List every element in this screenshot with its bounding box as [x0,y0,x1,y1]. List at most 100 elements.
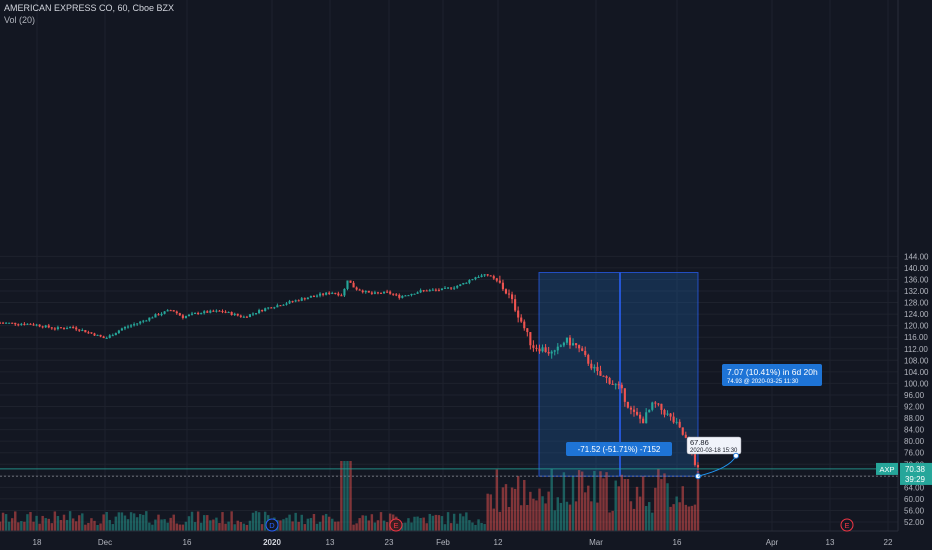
volume-bar [565,501,569,531]
candle-body [233,313,236,316]
candle-body [584,350,587,355]
low-point-value: 67.86 [690,438,709,447]
candle-body [44,325,47,328]
volume-bar [529,491,532,531]
volume-bar [59,519,63,531]
volume-bar [651,512,654,531]
y-tick-label: 80.00 [904,437,925,446]
candle-body [29,323,32,325]
volume-bar [605,472,608,531]
candle-body [602,375,605,377]
volume-bar [510,487,514,531]
volume-bar [465,512,468,531]
volume-bar [300,514,303,531]
low-point-date: 2020-03-18 15:30 [690,448,738,454]
x-tick-label: 16 [673,538,682,547]
volume-bar [120,512,124,531]
candle-body [437,289,440,291]
volume-bar [343,461,346,531]
volume-bar [376,520,380,531]
candle-body [254,313,258,315]
candle-body [190,313,194,315]
candle-body [440,288,444,291]
candle-body [62,327,66,329]
candle-body [105,337,108,339]
volume-bar [233,524,236,531]
candle-body [367,290,370,293]
y-tick-label: 144.00 [904,252,929,261]
candle-body [599,370,602,376]
candle-body [559,345,562,347]
event-marker-label: D [269,521,275,530]
volume-bar [401,522,404,531]
volume-bar [571,475,575,531]
range-measure[interactable]: -71.52 (-51.71%) -7152 [538,272,699,477]
volume-bar [306,518,310,531]
candle-body [175,311,178,314]
candle-body [608,378,611,384]
candle-body [331,292,334,294]
chart-title[interactable]: AMERICAN EXPRESS CO, 60, Cboe BZX [4,3,175,13]
candle-body [328,292,331,294]
candle-body [382,291,386,294]
volume-bar [489,494,492,531]
candle-body [181,315,184,318]
volume-bar [471,522,474,531]
candle-body [163,311,166,314]
volume-bar [102,514,105,531]
candle-body [142,320,145,322]
volume-bar [318,521,322,531]
volume-bar [166,522,169,531]
candle-body [239,315,242,317]
volume-bar [547,491,550,531]
candle-body [517,310,520,318]
volume-bar [105,511,108,531]
volume-bar [224,523,227,531]
volume-bar [602,478,605,531]
volume-bar [425,523,428,531]
volume-bar [126,519,130,531]
volume-bar [349,461,352,531]
candle-body [562,342,565,346]
volume-bar [254,511,258,531]
volume-bar [648,502,651,531]
candle-body [477,276,480,278]
candle-body [26,323,29,325]
y-tick-label: 120.00 [904,322,929,331]
x-tick-label: Dec [98,538,112,547]
x-tick-label: Mar [589,538,603,547]
x-tick-label: 22 [884,538,893,547]
volume-bar [654,487,657,531]
candle-body [547,351,550,354]
volume-bar [248,520,252,531]
volume-bar [486,493,489,531]
volume-bar [550,468,553,531]
candle-body [38,324,41,327]
volume-bar [221,512,224,531]
candle-body [8,322,11,324]
candle-body [401,295,404,298]
candle-body [248,314,252,318]
volume-bar [93,520,96,531]
volume-bar [96,524,99,531]
volume-bar [556,497,560,531]
volume-bar [416,516,419,531]
volume-bar [498,511,502,531]
candle-body [206,311,209,313]
volume-indicator-label[interactable]: Vol (20) [4,15,36,25]
candle-body [117,330,120,334]
volume-bar [227,521,230,531]
candle-body [108,335,111,338]
volume-bar [4,514,8,531]
candle-body [404,295,407,297]
candle-body [315,295,319,297]
candles[interactable] [0,273,700,471]
x-tick-label: 16 [183,538,192,547]
candle-body [306,297,309,300]
candle-body [355,287,358,290]
candle-body [267,307,270,309]
candle-body [136,323,139,325]
candle-body [364,290,367,293]
